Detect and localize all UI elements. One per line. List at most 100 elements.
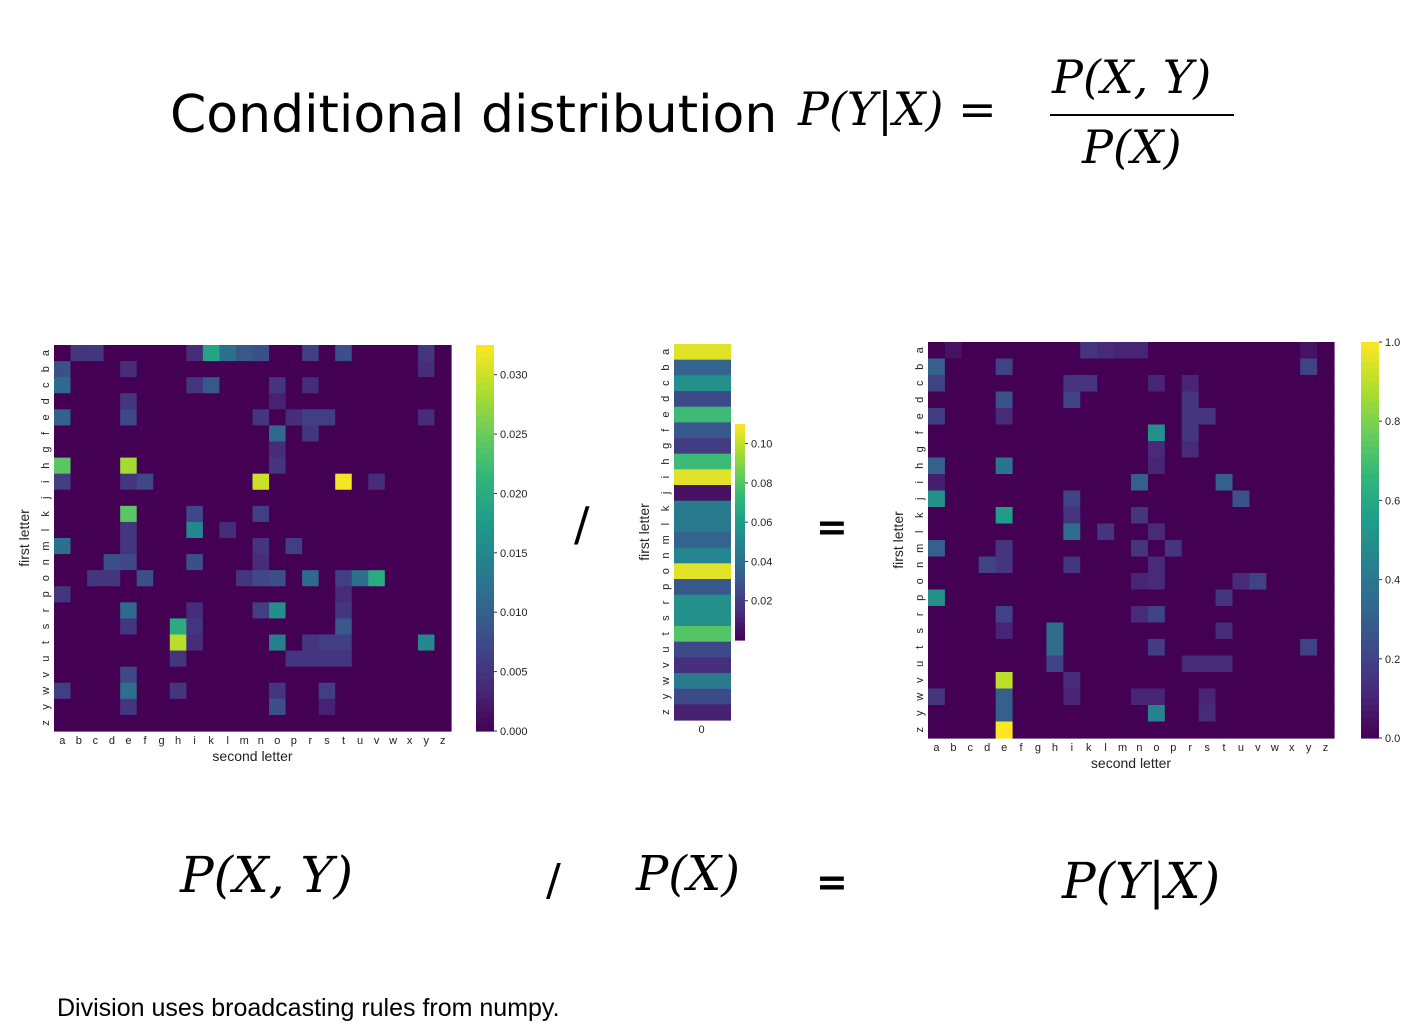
heatmap-cell: [186, 634, 204, 652]
colorbar-segment: [735, 496, 745, 501]
heatmap-cell: [1063, 342, 1081, 360]
heatmap-cell: [103, 602, 121, 620]
heatmap-cell: [1300, 358, 1318, 376]
heatmap-cell: [351, 650, 369, 668]
heatmap-cell: [285, 666, 303, 684]
x-tick-label: n: [1136, 742, 1142, 754]
heatmap-cell: [1198, 342, 1217, 360]
heatmap-cell: [1063, 523, 1081, 541]
heatmap-cell: [928, 408, 946, 426]
heatmap-cell: [417, 489, 436, 507]
colorbar-segment: [1361, 665, 1379, 673]
y-tick-label: l: [660, 523, 672, 525]
heatmap-cell: [1131, 573, 1149, 591]
heatmap-cell: [1164, 408, 1183, 426]
heatmap-cell: [1114, 474, 1132, 492]
heatmap-cell: [961, 490, 980, 508]
colorbar-segment: [476, 441, 494, 449]
colorbar-segment: [476, 679, 494, 687]
heatmap-cell: [219, 586, 237, 603]
heatmap-cell: [202, 586, 221, 603]
heatmap-cell: [995, 540, 1014, 558]
colorbar-segment: [476, 435, 494, 443]
colorbar-segment: [476, 473, 494, 481]
heatmap-cell: [1164, 606, 1183, 624]
heatmap-cell: [944, 523, 963, 541]
heatmap-cell: [1198, 408, 1217, 426]
heatmap-cell: [87, 666, 105, 684]
heatmap-cell: [978, 573, 997, 591]
heatmap-cell: [1080, 441, 1098, 459]
heatmap-cell: [87, 586, 105, 603]
heatmap-cell: [1114, 622, 1132, 640]
heatmap-cell: [70, 457, 88, 475]
colorbar-segment: [735, 532, 745, 537]
y-tick-label: s: [40, 623, 52, 629]
conditional-label: P(Y|X): [1062, 852, 1221, 910]
heatmap-cell: [186, 377, 204, 394]
heatmap-cell: [995, 655, 1014, 673]
heatmap-cell: [120, 425, 138, 443]
heatmap-cell: [368, 425, 386, 443]
heatmap-cell: [1046, 540, 1064, 558]
heatmap-cell: [1012, 408, 1031, 426]
heatmap-cell: [153, 393, 171, 410]
heatmap-cell: [153, 538, 171, 555]
heatmap-cell: [235, 618, 254, 636]
colorbar-segment: [735, 629, 745, 634]
heatmap-cell: [351, 361, 369, 378]
colorbar-tick-label: 0.030: [500, 370, 528, 382]
heatmap-cell: [1232, 573, 1251, 591]
x-tick-label: h: [1052, 742, 1058, 754]
heatmap-cell: [1317, 457, 1335, 475]
heatmap-cell: [1249, 507, 1267, 525]
heatmap-cell: [269, 393, 287, 410]
heatmap-cell: [928, 375, 946, 393]
heatmap-cell: [120, 489, 138, 507]
heatmap-cell: [928, 342, 946, 360]
heatmap-cell: [1164, 474, 1183, 492]
heatmap-cell: [252, 473, 270, 491]
colorbar-segment: [735, 431, 745, 436]
heatmap-cell: [995, 507, 1014, 525]
heatmap-cell: [269, 650, 287, 668]
heatmap-cell: [1317, 490, 1335, 508]
heatmap-cell: [1097, 639, 1115, 657]
heatmap-cell: [1249, 606, 1267, 624]
heatmap-cell: [202, 570, 221, 587]
heatmap-cell: [944, 342, 963, 360]
heatmap-cell: [417, 634, 436, 652]
heatmap-cell: [351, 586, 369, 603]
heatmap-cell: [120, 393, 138, 410]
heatmap-cell: [434, 521, 452, 539]
heatmap-cell: [285, 377, 303, 394]
heatmap-cell: [1198, 688, 1217, 706]
x-tick-label: f: [143, 735, 147, 747]
heatmap-cell: [1300, 424, 1318, 442]
heatmap-cell: [186, 441, 204, 459]
heatmap-cell: [384, 457, 402, 475]
heatmap-cell: [70, 618, 88, 636]
heatmap-cell: [219, 361, 237, 378]
heatmap-cell: [269, 586, 287, 603]
heatmap-cell: [252, 570, 270, 587]
colorbar-segment: [476, 351, 494, 359]
heatmap-cell: [1266, 540, 1284, 558]
heatmap-cell: [1198, 375, 1217, 393]
heatmap-cell: [1063, 655, 1081, 673]
heatmap-cell: [252, 409, 270, 427]
colorbar-segment: [1361, 513, 1379, 521]
heatmap-cell: [318, 425, 336, 443]
heatmap-cell: [335, 666, 353, 684]
colorbar-segment: [1361, 625, 1379, 633]
heatmap-cell: [1012, 523, 1031, 541]
heatmap-cell: [1012, 688, 1031, 706]
heatmap-cell: [384, 666, 402, 684]
heatmap-cell: [401, 489, 419, 507]
colorbar-segment: [1361, 579, 1379, 587]
heatmap-cell: [1300, 342, 1318, 360]
colorbar-segment: [735, 492, 745, 497]
heatmap-cell: [1046, 721, 1064, 739]
heatmap-cell: [1266, 375, 1284, 393]
colorbar-segment: [1361, 348, 1379, 356]
